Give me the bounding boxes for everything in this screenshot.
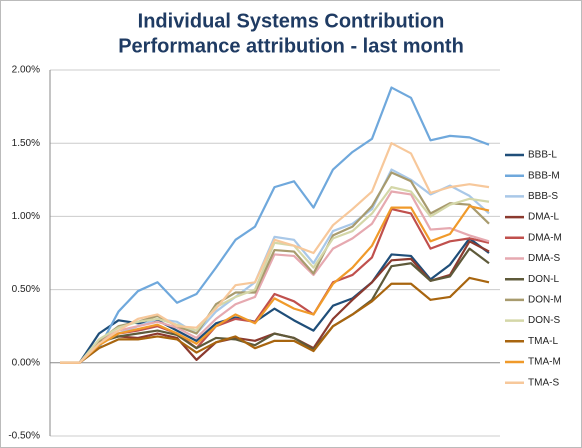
series-line bbox=[60, 247, 490, 364]
y-tick-label: 0.50% bbox=[12, 284, 40, 295]
legend-label: BBB-L bbox=[528, 150, 557, 161]
chart-subtitle: Performance attribution - last month bbox=[118, 35, 464, 57]
legend-label: TMA-M bbox=[528, 357, 561, 368]
series-line bbox=[60, 86, 490, 364]
y-tick-label: -0.50% bbox=[8, 431, 40, 442]
legend-label: DON-S bbox=[528, 315, 561, 326]
series-line bbox=[60, 142, 490, 364]
legend-label: TMA-S bbox=[528, 377, 559, 388]
legend-label: DMA-L bbox=[528, 212, 560, 223]
series-line bbox=[60, 205, 490, 364]
legend-label: BBB-M bbox=[528, 170, 560, 181]
y-tick-label: 2.00% bbox=[12, 65, 40, 76]
series-line bbox=[60, 190, 490, 364]
legend-label: TMA-L bbox=[528, 336, 558, 347]
y-tick-label: 1.00% bbox=[12, 211, 40, 222]
y-tick-label: 0.00% bbox=[12, 357, 40, 368]
legend-label: DMA-S bbox=[528, 253, 561, 264]
legend-label: DMA-M bbox=[528, 232, 562, 243]
series-line bbox=[60, 276, 490, 364]
legend-label: BBB-S bbox=[528, 191, 558, 202]
legend-label: DON-L bbox=[528, 274, 560, 285]
legend-label: DON-M bbox=[528, 295, 562, 306]
chart-title: Individual Systems Contribution bbox=[138, 10, 445, 32]
y-tick-label: 1.50% bbox=[12, 138, 40, 149]
